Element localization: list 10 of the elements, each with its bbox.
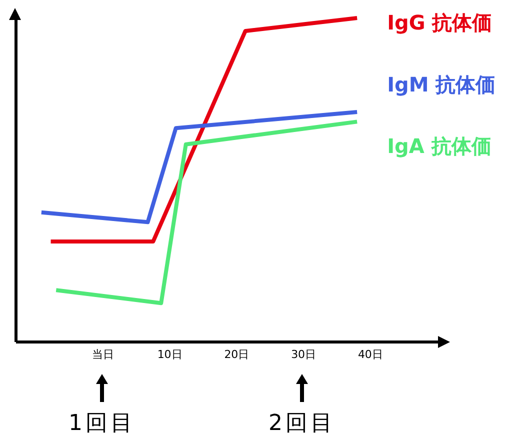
series-label: IgM 抗体価 — [387, 72, 496, 96]
x-tick-label: 10日 — [157, 348, 182, 361]
text: 1回目 — [68, 410, 136, 438]
x-tick-label: 30日 — [291, 348, 316, 361]
text: 2回目 — [268, 410, 336, 438]
x-tick-label: 当日 — [92, 348, 114, 361]
x-tick-label: 40日 — [358, 348, 383, 361]
series-label: IgG 抗体価 — [387, 10, 492, 34]
series-label: IgA 抗体価 — [387, 134, 492, 158]
x-tick-label: 20日 — [224, 348, 250, 361]
